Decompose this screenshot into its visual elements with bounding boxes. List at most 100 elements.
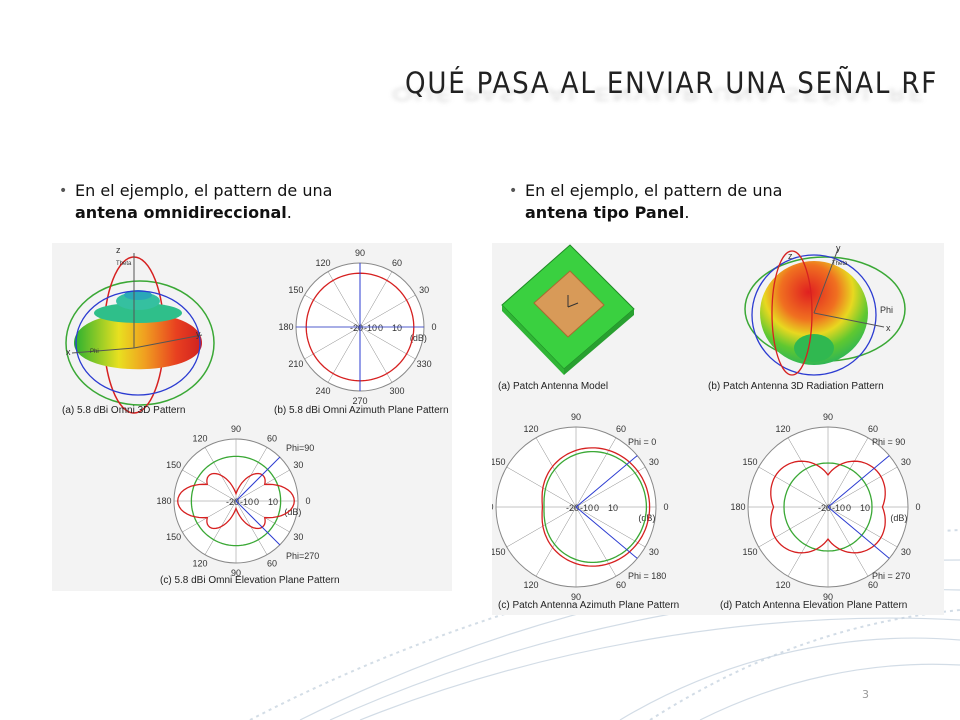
polar-angle-label: 150 bbox=[492, 457, 506, 467]
polar-angle-label: 30 bbox=[649, 547, 659, 557]
polar-spoke bbox=[235, 500, 290, 533]
axis-x-label: x bbox=[66, 347, 71, 357]
polar-angle-label: 30 bbox=[649, 457, 659, 467]
polar-beam-line bbox=[235, 500, 281, 546]
polar-db-label: -10 bbox=[364, 323, 377, 333]
polar-db-label: -10 bbox=[580, 503, 593, 513]
bullet-left-bold: antena omnidireccional bbox=[75, 203, 287, 222]
polar-angle-label: 210 bbox=[288, 359, 303, 369]
bullet-left-text: En el ejemplo, el pattern de una bbox=[75, 181, 333, 200]
polar-angle-label: 120 bbox=[523, 424, 538, 434]
axis-phi-label: Phi bbox=[880, 305, 893, 315]
polar-spoke bbox=[235, 500, 268, 555]
polar-spoke bbox=[535, 506, 577, 577]
polar-angle-label: 0 bbox=[305, 496, 310, 506]
axis-y-label: y bbox=[196, 329, 201, 339]
polar-angle-label: 90 bbox=[823, 592, 833, 602]
polar-angle-label: 120 bbox=[775, 580, 790, 590]
polar-db-label: 0 bbox=[378, 323, 383, 333]
polar-db-label: 0 bbox=[594, 503, 599, 513]
caption-patch-azimuth: (c) Patch Antenna Azimuth Plane Pattern bbox=[498, 600, 679, 611]
phi-top-label: Phi = 0 bbox=[628, 437, 656, 447]
caption-patch-elevation: (d) Patch Antenna Elevation Plane Patter… bbox=[720, 600, 907, 611]
polar-angle-label: 60 bbox=[267, 434, 277, 444]
caption-omni-azimuth: (b) 5.8 dBi Omni Azimuth Plane Pattern bbox=[274, 405, 449, 416]
polar-angle-label: 60 bbox=[616, 580, 626, 590]
polar-angle-label: 0 bbox=[915, 502, 920, 512]
polar-db-label: (dB) bbox=[890, 513, 907, 523]
caption-omni-elevation: (c) 5.8 dBi Omni Elevation Plane Pattern bbox=[160, 575, 340, 586]
polar-spoke bbox=[235, 447, 268, 502]
polar-angle-label: 60 bbox=[868, 580, 878, 590]
axis-y-label: y bbox=[836, 243, 841, 253]
polar-db-label: (dB) bbox=[284, 507, 301, 517]
polar-spoke bbox=[204, 447, 237, 502]
polar-angle-label: 30 bbox=[901, 457, 911, 467]
axis-theta-label: Theta bbox=[832, 261, 848, 267]
polar-spoke bbox=[827, 466, 898, 508]
polar-angle-label: 90 bbox=[231, 424, 241, 434]
polar-angle-label: 60 bbox=[267, 558, 277, 568]
polar-spoke bbox=[235, 469, 290, 502]
polar-angle-label: 60 bbox=[392, 258, 402, 268]
bullet-left-end: . bbox=[286, 203, 292, 222]
polar-angle-label: 30 bbox=[901, 547, 911, 557]
polar-beam-line bbox=[827, 455, 890, 508]
bullet-left: • En el ejemplo, el pattern de una anten… bbox=[59, 180, 405, 224]
polar-angle-label: 150 bbox=[166, 532, 181, 542]
polar-angle-label: 150 bbox=[288, 285, 303, 295]
patch-azimuth-curve-red bbox=[541, 447, 651, 567]
polar-angle-label: 150 bbox=[743, 457, 758, 467]
polar-spoke bbox=[575, 506, 617, 577]
omni-elevation-curve-red bbox=[177, 472, 295, 530]
polar-angle-label: 150 bbox=[166, 460, 181, 470]
phi-top-label: Phi=90 bbox=[286, 443, 314, 453]
polar-db-label: -20 bbox=[226, 497, 239, 507]
polar-spoke bbox=[827, 506, 869, 577]
polar-angle-label: 300 bbox=[389, 386, 404, 396]
polar-angle-label: 180 bbox=[492, 502, 494, 512]
polar-angle-label: 30 bbox=[419, 285, 429, 295]
polar-spoke bbox=[787, 506, 829, 577]
polar-angle-label: 90 bbox=[823, 412, 833, 422]
axis-phi-label: Phi bbox=[90, 349, 99, 355]
polar-angle-label: 180 bbox=[156, 496, 171, 506]
polar-angle-label: 150 bbox=[492, 547, 506, 557]
polar-angle-label: 270 bbox=[352, 396, 367, 406]
caption-omni-3d: (a) 5.8 dBi Omni 3D Pattern bbox=[62, 405, 185, 416]
polar-angle-label: 0 bbox=[663, 502, 668, 512]
polar-db-label: (dB) bbox=[410, 333, 427, 343]
polar-spoke bbox=[204, 500, 237, 555]
polar-db-label: 10 bbox=[268, 497, 278, 507]
patch-azimuth-curve-green bbox=[543, 450, 648, 564]
patch-elevation-curve-green bbox=[783, 462, 873, 552]
omni-antenna-figure: z Theta y x Phi (a) 5.8 dBi Omni 3D Patt… bbox=[52, 243, 452, 591]
bullet-right-end: . bbox=[684, 203, 690, 222]
bullet-dot: • bbox=[509, 183, 518, 199]
polar-beam-line bbox=[827, 506, 890, 559]
polar-beam-line bbox=[235, 456, 281, 502]
phi-bottom-label: Phi=270 bbox=[286, 551, 319, 561]
omni-3d-pattern: z Theta y x Phi bbox=[65, 245, 215, 414]
polar-spoke bbox=[758, 506, 829, 548]
polar-spoke bbox=[827, 437, 869, 508]
polar-angle-label: 120 bbox=[523, 580, 538, 590]
bullet-right-text: En el ejemplo, el pattern de una bbox=[525, 181, 783, 200]
axis-z-label: z bbox=[788, 251, 793, 261]
polar-angle-label: 60 bbox=[868, 424, 878, 434]
polar-angle-label: 0 bbox=[431, 322, 436, 332]
phi-bottom-label: Phi = 270 bbox=[872, 571, 910, 581]
page-number: 3 bbox=[862, 688, 869, 701]
polar-spoke bbox=[827, 506, 898, 548]
polar-spoke bbox=[575, 437, 617, 508]
patch-elevation-curve-red bbox=[770, 460, 886, 554]
polar-beam-line bbox=[575, 455, 638, 508]
polar-angle-label: 30 bbox=[293, 460, 303, 470]
caption-patch-3d: (b) Patch Antenna 3D Radiation Pattern bbox=[708, 381, 884, 392]
polar-db-label: -10 bbox=[832, 503, 845, 513]
polar-angle-label: 240 bbox=[315, 386, 330, 396]
phi-top-label: Phi = 90 bbox=[872, 437, 905, 447]
polar-angle-label: 180 bbox=[278, 322, 293, 332]
